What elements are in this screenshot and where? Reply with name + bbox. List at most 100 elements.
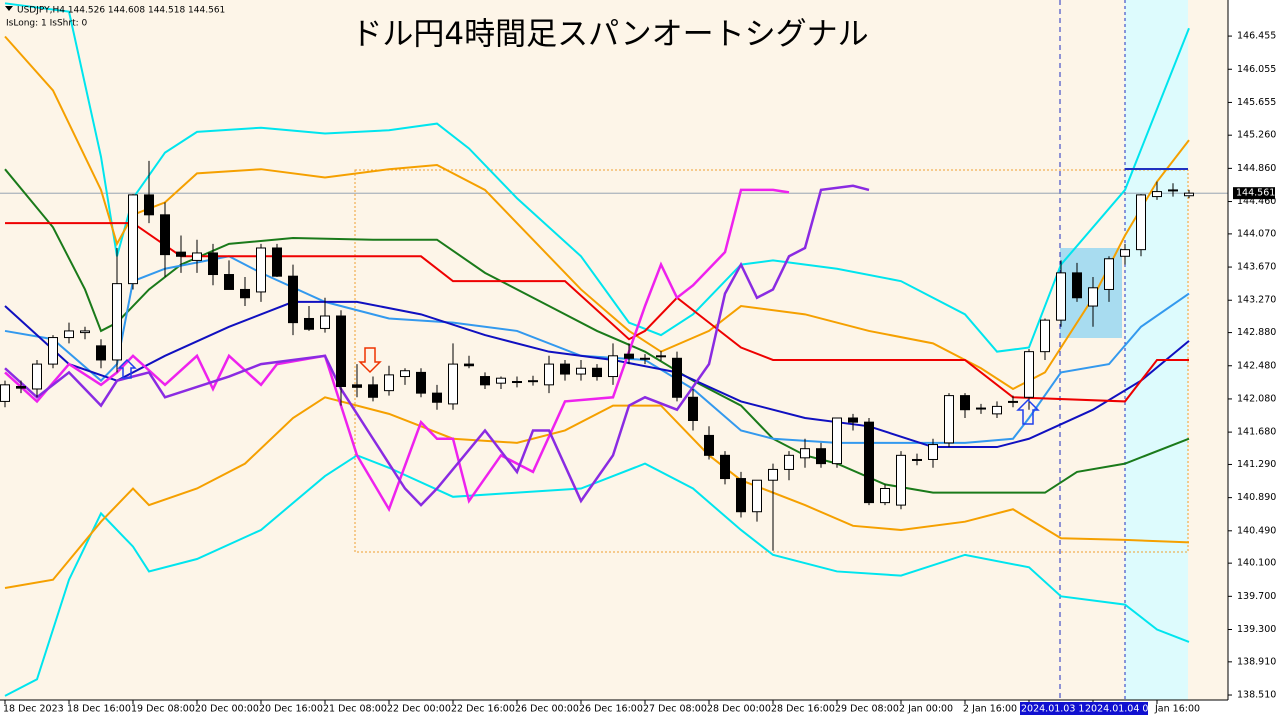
header: USDJPY,H4 144.526 144.608 144.518 144.56… bbox=[17, 6, 225, 16]
y-tick-label: 143.270 bbox=[1237, 295, 1276, 306]
candle-body bbox=[336, 315, 346, 387]
x-tick-label: 2024.01.04 08:00 bbox=[1085, 704, 1170, 715]
candle-body bbox=[320, 315, 330, 329]
candle-body bbox=[0, 384, 10, 402]
candle-body bbox=[224, 274, 234, 290]
candle-body bbox=[32, 363, 42, 390]
candle-body bbox=[1008, 400, 1018, 403]
candle-body bbox=[1024, 351, 1034, 398]
x-tick-label: 20 Dec 16:00 bbox=[259, 704, 323, 715]
chart-title: ドル円4時間足スパンオートシグナル bbox=[351, 17, 868, 53]
candle-body bbox=[80, 330, 90, 334]
y-tick-label: 141.680 bbox=[1237, 427, 1276, 438]
candle-body bbox=[496, 377, 506, 384]
x-tick-label: 27 Dec 08:00 bbox=[643, 704, 707, 715]
price-box bbox=[1233, 187, 1275, 200]
candle-body bbox=[1072, 272, 1082, 299]
y-tick-label: 138.510 bbox=[1237, 690, 1276, 701]
indicator-line bbox=[4, 188, 790, 513]
indicator-line bbox=[4, 2, 1190, 353]
x-tick-label: 22 Dec 00:00 bbox=[387, 704, 451, 715]
range-box bbox=[354, 169, 1189, 553]
candle-body bbox=[240, 288, 250, 299]
y-tick-label: 139.700 bbox=[1237, 591, 1276, 602]
candle-body bbox=[768, 468, 778, 481]
candle-body bbox=[720, 454, 730, 480]
x-tick-label: 26 Dec 16:00 bbox=[579, 704, 643, 715]
y-tick-label: 144.070 bbox=[1237, 228, 1276, 239]
x-tick-label: 18 Dec 16:00 bbox=[67, 704, 131, 715]
candle-body bbox=[752, 479, 762, 513]
candle-body bbox=[288, 275, 298, 324]
menu-icon bbox=[5, 6, 13, 11]
candle-body bbox=[640, 357, 650, 360]
candle-body bbox=[880, 488, 890, 504]
indicator-line bbox=[4, 396, 1190, 590]
candle-body bbox=[416, 371, 426, 394]
candle-body bbox=[928, 444, 938, 460]
candle-body bbox=[528, 380, 538, 383]
candle-body bbox=[736, 478, 746, 513]
candle-body bbox=[1120, 249, 1130, 257]
candle-body bbox=[176, 251, 186, 257]
candle-body bbox=[480, 376, 490, 386]
candle-body bbox=[800, 448, 810, 459]
candle-body bbox=[352, 384, 362, 388]
candle-body bbox=[1056, 272, 1066, 321]
candle-body bbox=[784, 454, 794, 470]
candle-body bbox=[1168, 189, 1178, 192]
x-tick-label: 20 Dec 00:00 bbox=[195, 704, 259, 715]
candle-body bbox=[400, 370, 410, 378]
y-tick-label: 141.290 bbox=[1237, 459, 1276, 470]
candle-body bbox=[656, 355, 666, 358]
sell-arrow bbox=[358, 347, 382, 374]
candles bbox=[0, 160, 1194, 551]
candle-body bbox=[848, 417, 858, 423]
candle-body bbox=[16, 385, 26, 389]
candle-body bbox=[144, 194, 154, 216]
x-label-highlight bbox=[1020, 702, 1084, 715]
candle-body bbox=[368, 384, 378, 398]
x-tick-label: 29 Dec 08:00 bbox=[835, 704, 899, 715]
candle-body bbox=[672, 357, 682, 398]
x-tick-label: 2 Jan 00:00 bbox=[899, 704, 953, 715]
candle-body bbox=[1088, 287, 1098, 307]
buy-arrow bbox=[1016, 398, 1040, 425]
candle-body bbox=[896, 454, 906, 506]
candle-body bbox=[1136, 194, 1146, 251]
candle-body bbox=[864, 421, 874, 504]
indicator-line bbox=[4, 454, 1190, 697]
candle-body bbox=[448, 363, 458, 405]
candle-body bbox=[304, 317, 314, 330]
axes: 146.455 146.055 145.655 145.260 144.860 144.4… bbox=[0, 31, 1276, 715]
y-tick-label: 138.910 bbox=[1237, 656, 1276, 667]
y-tick-label: 143.670 bbox=[1237, 262, 1276, 273]
x-tick-label: 19 Dec 08:00 bbox=[131, 704, 195, 715]
y-tick-label: 146.455 bbox=[1237, 31, 1276, 42]
candle-body bbox=[592, 367, 602, 378]
x-label-highlight bbox=[1084, 702, 1148, 715]
candle-body bbox=[816, 448, 826, 465]
candle-body bbox=[64, 330, 74, 339]
y-tick-label: 142.880 bbox=[1237, 327, 1276, 338]
x-tick-label: 2024.01.03 16 bbox=[1021, 704, 1091, 715]
indicator-line bbox=[4, 184, 870, 507]
candle-body bbox=[1040, 319, 1050, 353]
y-tick-label: 140.490 bbox=[1237, 525, 1276, 536]
candle-body bbox=[960, 395, 970, 411]
candle-body bbox=[464, 363, 474, 367]
y-tick-label: 140.100 bbox=[1237, 558, 1276, 569]
candle-body bbox=[208, 252, 218, 276]
candle-body bbox=[512, 381, 522, 384]
x-tick-label: 2 Jan 16:00 bbox=[963, 704, 1017, 715]
y-tick-label: 140.890 bbox=[1237, 492, 1276, 503]
status: IsLong: 1 IsShrt: 0 bbox=[6, 19, 87, 29]
candle-body bbox=[1184, 192, 1194, 197]
y-tick-label: 142.080 bbox=[1237, 393, 1276, 404]
candle-body bbox=[976, 407, 986, 410]
x-tick-label: 22 Dec 16:00 bbox=[451, 704, 515, 715]
candle-body bbox=[96, 345, 106, 361]
x-tick-label: 28 Dec 16:00 bbox=[771, 704, 835, 715]
y-tick-label: 145.655 bbox=[1237, 97, 1276, 108]
